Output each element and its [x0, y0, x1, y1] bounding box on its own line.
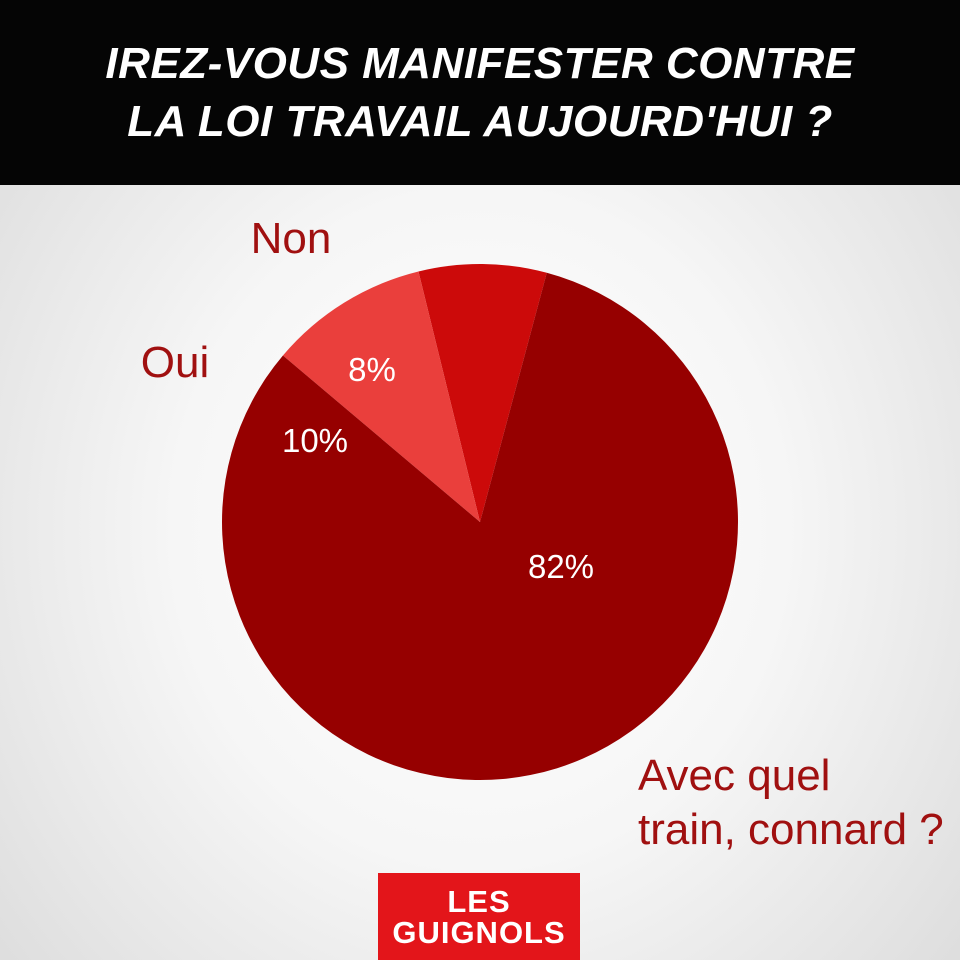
title-line-1: IREZ-VOUS MANIFESTER CONTRE	[105, 38, 855, 88]
slice-category-label-2: Avec quel train, connard ?	[638, 751, 944, 854]
slice-category-label-0: Non	[251, 214, 332, 263]
pie-slice-2	[221, 272, 738, 780]
logo-line-1: LES	[447, 883, 511, 919]
slice-value-label-2: 82%	[528, 548, 594, 585]
pie-slice-0	[418, 264, 547, 522]
pie-slice-1	[282, 271, 480, 522]
slice-value-label-0: 8%	[348, 351, 396, 388]
slice-category-label-1: Oui	[141, 338, 209, 387]
slice-value-label-1: 10%	[282, 422, 348, 459]
logo-line-2: GUIGNOLS	[392, 914, 566, 950]
title-line-2: LA LOI TRAVAIL AUJOURD'HUI ?	[127, 96, 833, 146]
les-guignols-logo: LES GUIGNOLS	[378, 873, 580, 960]
title-banner: IREZ-VOUS MANIFESTER CONTRE LA LOI TRAVA…	[0, 0, 960, 185]
